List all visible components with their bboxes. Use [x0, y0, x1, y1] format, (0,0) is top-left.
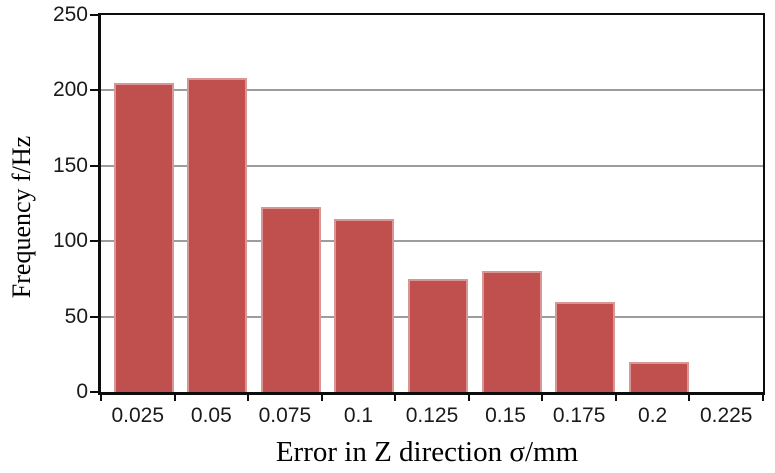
- y-axis-tick: [90, 89, 99, 92]
- x-tick-label: 0.1: [343, 404, 374, 427]
- bar: [408, 278, 468, 392]
- bar: [481, 271, 542, 392]
- x-axis-tick: [614, 394, 617, 401]
- x-tick-label: 0.15: [485, 404, 526, 427]
- y-axis-tick: [90, 164, 99, 167]
- gridline: [101, 240, 763, 243]
- x-axis-tick: [541, 394, 544, 401]
- x-tick-label: 0.2: [638, 404, 668, 427]
- x-axis-tick: [688, 394, 691, 401]
- x-axis-tick: [762, 394, 764, 401]
- y-tick-label: 150: [52, 153, 88, 177]
- bar: [334, 218, 395, 392]
- y-axis-tick: [90, 14, 99, 16]
- bar: [187, 78, 248, 392]
- y-tick-label: 100: [52, 229, 88, 253]
- x-axis-tick: [394, 394, 397, 401]
- x-axis-tick: [100, 394, 102, 401]
- x-axis-tick: [320, 394, 323, 401]
- bar: [628, 361, 689, 392]
- y-tick-label: 50: [64, 304, 88, 328]
- x-axis-tick: [247, 394, 250, 401]
- x-tick-label: 0.05: [190, 404, 232, 427]
- gridline: [101, 89, 763, 92]
- x-tick-label: 0.125: [405, 404, 459, 427]
- bar: [555, 301, 616, 392]
- x-tick-label: 0.175: [552, 404, 606, 427]
- y-tick-label: 0: [76, 380, 88, 403]
- x-tick-label: 0.075: [258, 404, 312, 427]
- x-tick-label: 0.225: [699, 404, 753, 427]
- x-axis-title: Error in Z direction σ/mm: [275, 436, 579, 468]
- y-tick-label: 250: [52, 3, 88, 26]
- gridline: [101, 164, 763, 167]
- y-axis-tick: [90, 240, 99, 243]
- y-axis-tick: [90, 391, 99, 393]
- bar: [113, 82, 174, 392]
- x-axis-tick: [467, 394, 470, 401]
- bar: [260, 206, 321, 392]
- y-tick-label: 200: [52, 78, 88, 102]
- x-axis-tick: [173, 394, 176, 401]
- x-tick-label: 0.025: [111, 404, 165, 427]
- y-axis-tick: [90, 315, 99, 318]
